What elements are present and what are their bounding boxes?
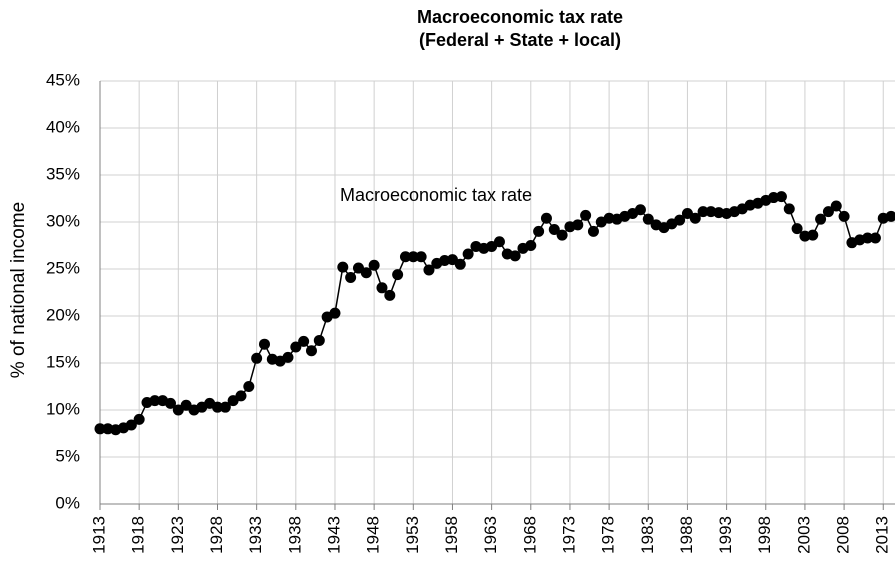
- x-tick-label: 1948: [364, 516, 383, 554]
- x-tick-label: 2003: [794, 516, 813, 554]
- x-tick-label: 1998: [755, 516, 774, 554]
- x-tick-label: 1978: [599, 516, 618, 554]
- data-point: [258, 338, 270, 350]
- x-tick-label: 1943: [324, 516, 343, 554]
- data-point: [454, 258, 466, 270]
- data-point: [572, 219, 584, 231]
- x-tick-label: 1953: [403, 516, 422, 554]
- data-point: [580, 209, 592, 221]
- x-tick-label: 1938: [285, 516, 304, 554]
- data-point: [509, 250, 521, 262]
- data-point: [642, 213, 654, 225]
- x-tick-label: 1913: [89, 516, 108, 554]
- data-point: [125, 419, 137, 431]
- data-point: [697, 206, 709, 218]
- data-point: [689, 212, 701, 224]
- series-label: Macroeconomic tax rate: [340, 185, 532, 205]
- data-point: [399, 251, 411, 263]
- y-tick-label: 0%: [55, 493, 80, 512]
- data-point: [133, 413, 145, 425]
- data-point: [407, 251, 419, 263]
- data-point: [791, 223, 803, 235]
- data-point: [815, 213, 827, 225]
- data-point: [525, 240, 537, 251]
- data-point: [298, 335, 310, 347]
- x-tick-label: 1933: [246, 516, 265, 554]
- x-tick-label: 1928: [207, 516, 226, 554]
- x-tick-label: 1973: [559, 516, 578, 554]
- data-point: [345, 271, 357, 283]
- data-point: [674, 214, 686, 226]
- x-tick-label: 2013: [873, 516, 892, 554]
- data-point: [838, 210, 850, 222]
- data-point: [548, 224, 560, 236]
- data-point: [376, 282, 388, 294]
- x-tick-label: 1918: [129, 516, 148, 554]
- x-tick-label: 1993: [716, 516, 735, 554]
- data-point: [822, 206, 834, 218]
- data-point: [807, 229, 819, 241]
- data-point: [869, 232, 881, 244]
- y-tick-label: 20%: [46, 305, 80, 324]
- data-point: [360, 267, 372, 279]
- x-tick-label: 1923: [168, 516, 187, 554]
- y-tick-label: 15%: [46, 352, 80, 371]
- data-point: [862, 232, 874, 244]
- chart-subtitle: (Federal + State + local): [419, 30, 621, 50]
- chart-title: Macroeconomic tax rate: [417, 7, 623, 27]
- data-point: [290, 341, 302, 353]
- data-point: [493, 236, 505, 248]
- data-point: [775, 191, 787, 203]
- data-point: [533, 225, 545, 237]
- x-tick-label: 1958: [442, 516, 461, 554]
- data-point: [329, 307, 341, 319]
- series-line: [100, 195, 892, 431]
- y-tick-label: 35%: [46, 164, 80, 183]
- y-tick-label: 45%: [46, 70, 80, 89]
- x-tick-label: 1968: [520, 516, 539, 554]
- y-tick-label: 10%: [46, 399, 80, 418]
- data-point: [556, 229, 568, 241]
- x-tick-label: 1983: [638, 516, 657, 554]
- data-point: [235, 390, 247, 402]
- data-point: [368, 259, 380, 271]
- data-point: [211, 401, 223, 413]
- data-point: [164, 397, 176, 409]
- data-point: [94, 423, 106, 435]
- data-point: [462, 248, 474, 260]
- data-point: [251, 352, 263, 364]
- data-point: [587, 225, 599, 237]
- y-axis-label: % of national income: [8, 202, 29, 378]
- y-tick-label: 40%: [46, 117, 80, 136]
- data-point: [282, 351, 294, 363]
- y-tick-label: 25%: [46, 258, 80, 277]
- data-point: [313, 334, 325, 346]
- data-point: [243, 381, 255, 392]
- y-tick-label: 30%: [46, 211, 80, 230]
- data-point: [149, 395, 161, 407]
- x-tick-label: 2008: [834, 516, 853, 554]
- data-point: [384, 289, 396, 301]
- data-point: [783, 203, 795, 215]
- data-point: [305, 345, 317, 357]
- x-tick-label: 1963: [481, 516, 500, 554]
- x-tick-label: 1988: [677, 516, 696, 554]
- data-point: [634, 204, 646, 216]
- data-point: [540, 212, 552, 224]
- data-point: [885, 210, 895, 222]
- data-point: [415, 251, 427, 263]
- y-tick-label: 5%: [55, 446, 80, 465]
- data-point: [830, 200, 842, 212]
- data-point: [337, 261, 349, 273]
- data-point: [392, 269, 404, 281]
- data-point: [219, 401, 231, 413]
- data-point: [423, 264, 435, 276]
